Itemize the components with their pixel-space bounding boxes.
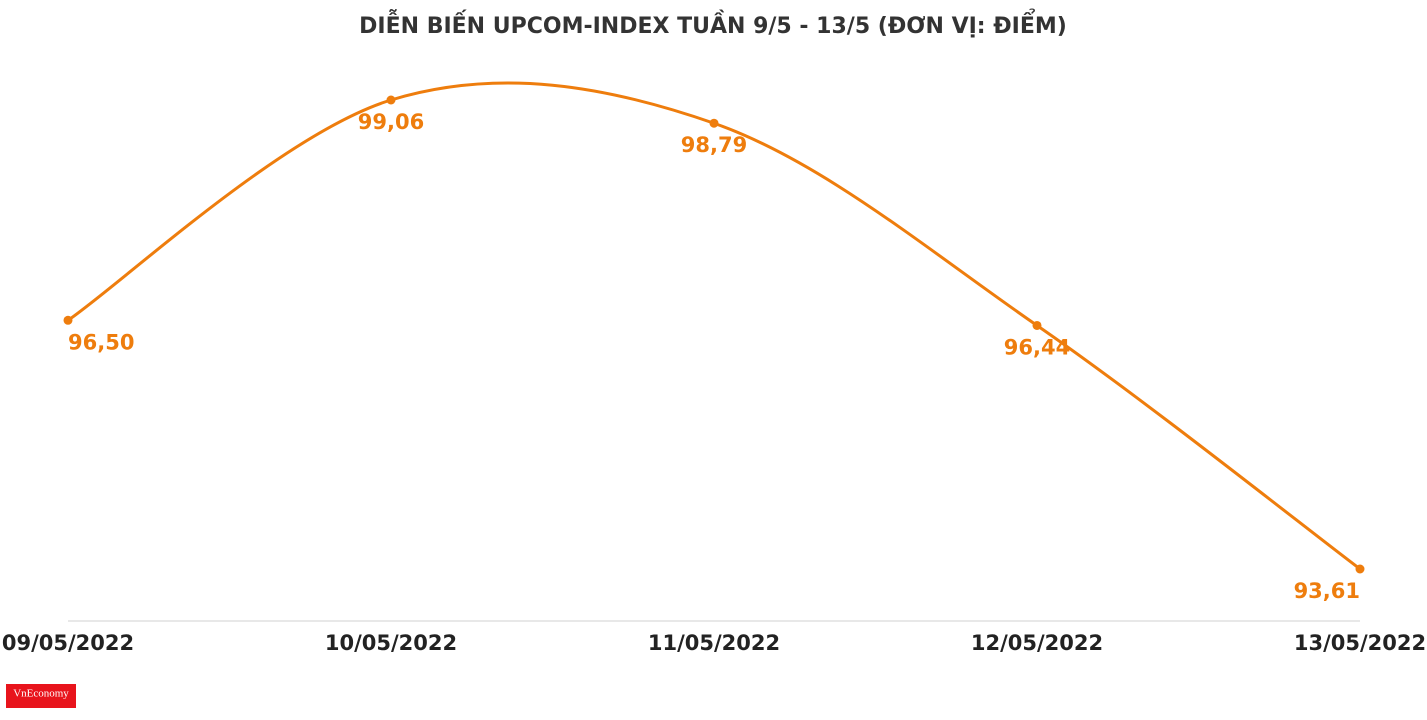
logo: VnEconomy <box>13 688 69 700</box>
value-label: 93,61 <box>1294 579 1360 603</box>
x-tick-label: 13/05/2022 <box>1294 631 1426 655</box>
x-tick-label: 12/05/2022 <box>971 631 1103 655</box>
point <box>1355 564 1365 574</box>
point <box>386 95 396 105</box>
value-label: 98,79 <box>681 133 747 157</box>
x-tick-label: 10/05/2022 <box>325 631 457 655</box>
value-label: 96,44 <box>1004 335 1070 359</box>
point <box>1032 320 1042 330</box>
value-label: 96,50 <box>68 330 134 354</box>
x-tick-label: 09/05/2022 <box>2 631 134 655</box>
point <box>63 315 73 325</box>
chart-title: DIỄN BIẾN UPCOM-INDEX TUẦN 9/5 - 13/5 (Đ… <box>359 10 1067 39</box>
value-label: 99,06 <box>358 110 424 134</box>
logo-box <box>6 684 76 708</box>
point <box>709 118 719 128</box>
x-tick-label: 11/05/2022 <box>648 631 780 655</box>
